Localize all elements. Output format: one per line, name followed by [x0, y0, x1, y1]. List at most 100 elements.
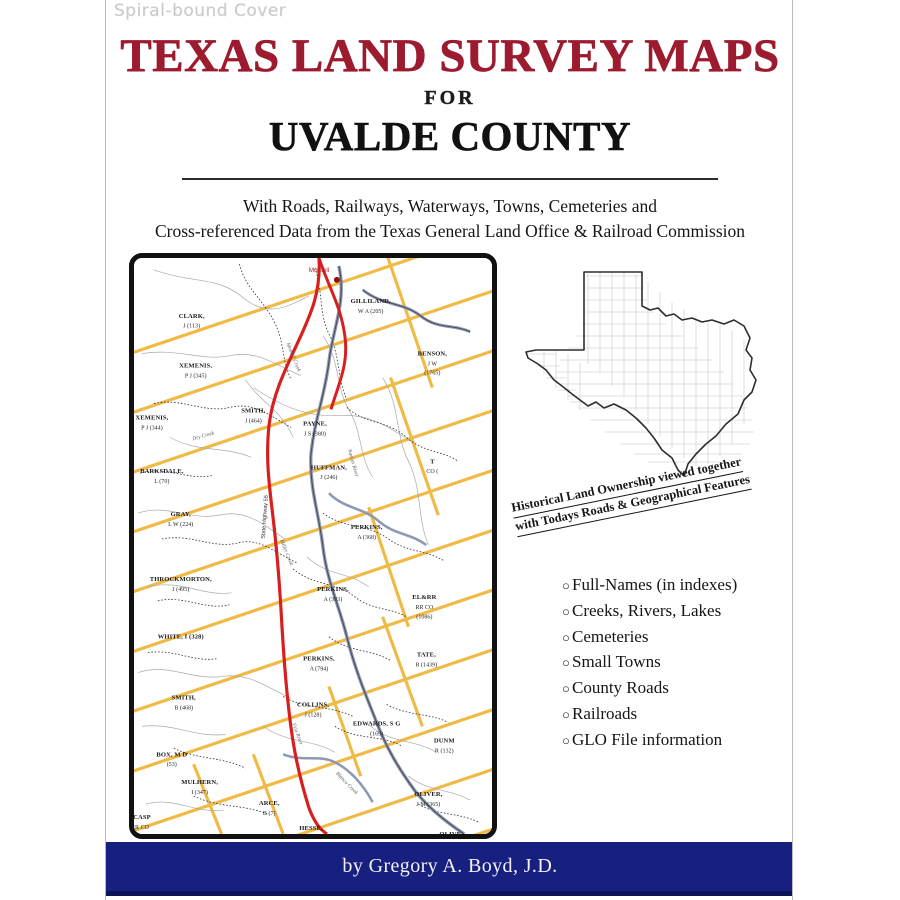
- spiral-bound-cover-watermark: Spiral-bound Cover: [114, 1, 287, 21]
- bullet-icon: ○: [562, 629, 570, 645]
- svg-text:J (246): J (246): [320, 474, 337, 481]
- masthead: TEXAS LAND SURVEY MAPS FOR UVALDE COUNTY…: [106, 30, 792, 245]
- map-minor-roads: [137, 269, 471, 812]
- svg-text:TATE,: TATE,: [417, 652, 436, 659]
- town-marker-montell: [333, 276, 340, 283]
- title-county: UVALDE COUNTY: [268, 112, 632, 160]
- county-map-svg: Montell State Highway 55 Montell Creek D…: [134, 258, 492, 834]
- svg-text:SMITH,: SMITH,: [172, 694, 196, 701]
- book-cover: Spiral-bound Cover TEXAS LAND SURVEY MAP…: [105, 0, 793, 900]
- svg-text:PERKINS,: PERKINS,: [351, 524, 383, 531]
- list-item-label: Creeks, Rivers, Lakes: [572, 600, 722, 620]
- svg-text:BARKSDALE,: BARKSDALE,: [140, 468, 184, 475]
- svg-text:HUFFMAN,: HUFFMAN,: [311, 464, 347, 471]
- title-connector-for: FOR: [424, 86, 476, 109]
- svg-text:ARCE,: ARCE,: [259, 800, 280, 807]
- texas-outline-svg: [525, 271, 757, 477]
- map-waterways: [282, 265, 471, 834]
- svg-text:GILLILAND,: GILLILAND,: [351, 298, 391, 305]
- bullet-icon: ○: [562, 578, 570, 593]
- svg-text:J S (380): J S (380): [304, 430, 326, 437]
- list-item-label: County Roads: [572, 678, 669, 698]
- svg-text:PAYNE,: PAYNE,: [303, 420, 327, 427]
- svg-text:B (468): B (468): [174, 704, 193, 711]
- list-item-label: Cemeteries: [572, 626, 649, 646]
- svg-text:EL&RR: EL&RR: [412, 594, 436, 601]
- svg-text:PERKINS,: PERKINS,: [303, 656, 335, 663]
- svg-text:XEMENIS,: XEMENIS,: [179, 363, 212, 370]
- svg-text:A (794): A (794): [310, 666, 329, 673]
- bullet-icon: ○: [562, 707, 570, 723]
- list-item-label: Small Towns: [572, 652, 661, 672]
- svg-text:RR CO: RR CO: [415, 605, 434, 611]
- svg-text:(1765): (1765): [424, 370, 440, 377]
- subtitle-line-2: Cross-referenced Data from the Texas Gen…: [154, 221, 746, 242]
- svg-text:PERKINS,: PERKINS,: [317, 586, 349, 593]
- svg-text:B (7): B (7): [263, 810, 276, 817]
- map-state-highway-55: [266, 258, 348, 834]
- svg-text:THROCKMORTON,: THROCKMORTON,: [150, 576, 212, 583]
- map-road-lines: [134, 258, 492, 834]
- author-bar-shadow: [106, 891, 792, 896]
- list-item: ○ County Roads: [562, 675, 737, 701]
- svg-text:L W (224): L W (224): [168, 521, 193, 528]
- author-bar: by Gregory A. Boyd, J.D.: [106, 842, 792, 891]
- subtitle-line-1: With Roads, Railways, Waterways, Towns, …: [243, 195, 657, 216]
- svg-text:OLIVER,: OLIVER,: [414, 791, 442, 798]
- svg-text:R (132): R (132): [435, 747, 454, 754]
- bullet-icon: ○: [562, 603, 570, 619]
- svg-text:(53): (53): [167, 761, 177, 768]
- svg-text:A (368): A (368): [357, 534, 376, 541]
- subtitle: With Roads, Railways, Waterways, Towns, …: [106, 194, 792, 245]
- feature-list: ○ Full-Names (in indexes) ○ Creeks, Rivers…: [562, 572, 737, 753]
- author-byline: by Gregory A. Boyd, J.D.: [342, 855, 558, 877]
- town-label-montell: Montell: [309, 267, 329, 274]
- feature-highlights: Historical Land Ownership viewed togethe…: [510, 453, 792, 753]
- svg-text:P J (344): P J (344): [141, 424, 163, 431]
- svg-text:XEMENIS,: XEMENIS,: [135, 414, 168, 421]
- svg-text:SMITH,: SMITH,: [241, 407, 265, 414]
- page-title: TEXAS LAND SURVEY MAPS: [120, 30, 780, 82]
- texas-state-locator-map: [516, 258, 778, 506]
- list-item: ○ Creeks, Rivers, Lakes: [562, 598, 737, 624]
- list-item: ○ Small Towns: [562, 649, 737, 675]
- svg-text:(1086): (1086): [416, 614, 432, 621]
- svg-text:CO (: CO (: [426, 468, 438, 475]
- list-item: ○ Cemeteries: [562, 624, 737, 650]
- svg-text:J (113): J (113): [183, 323, 200, 330]
- list-item: ○ Railroads: [562, 701, 737, 727]
- list-item-label: GLO File information: [572, 729, 723, 749]
- list-item: ○ GLO File information: [562, 727, 737, 753]
- map-parcel-labels: CLARK, J (113) XEMENIS, P J (345) XEMENI…: [134, 298, 461, 834]
- svg-text:L (70): L (70): [154, 478, 169, 485]
- svg-text:WHITE, I (328): WHITE, I (328): [158, 634, 204, 641]
- svg-text:P J (345): P J (345): [185, 373, 207, 380]
- svg-text:J M (365): J M (365): [416, 801, 440, 808]
- svg-text:DUNM: DUNM: [434, 737, 455, 744]
- texas-county-lines: [530, 272, 754, 466]
- title-divider-rule: [182, 177, 718, 180]
- svg-text:HESSE,: HESSE,: [299, 825, 323, 832]
- svg-text:J W: J W: [428, 362, 438, 368]
- svg-text:J (495): J (495): [172, 586, 189, 593]
- list-item-label: Full-Names (in indexes): [572, 575, 738, 594]
- svg-text:W A (205): W A (205): [358, 308, 383, 315]
- svg-text:COLLINS,: COLLINS,: [297, 701, 329, 708]
- svg-text:T: T: [430, 458, 435, 465]
- bullet-icon: ○: [562, 681, 570, 697]
- svg-text:I (347): I (347): [191, 789, 208, 796]
- svg-text:MULHERN,: MULHERN,: [181, 779, 218, 786]
- svg-text:RR CO: RR CO: [134, 825, 150, 831]
- svg-text:BOX, M D: BOX, M D: [156, 751, 187, 758]
- svg-text:J (128): J (128): [305, 711, 322, 718]
- county-map-preview: Montell State Highway 55 Montell Creek D…: [129, 253, 497, 839]
- highway-label: State Highway 55: [261, 495, 270, 539]
- bullet-icon: ○: [562, 655, 570, 671]
- svg-text:BENSON,: BENSON,: [418, 351, 448, 358]
- svg-text:CLARK,: CLARK,: [179, 313, 205, 320]
- list-item-label: Railroads: [572, 704, 638, 724]
- bullet-icon: ○: [562, 732, 570, 748]
- svg-text:OLIVE: OLIVE: [439, 831, 461, 834]
- svg-text:EDWARDS, S G: EDWARDS, S G: [353, 720, 401, 727]
